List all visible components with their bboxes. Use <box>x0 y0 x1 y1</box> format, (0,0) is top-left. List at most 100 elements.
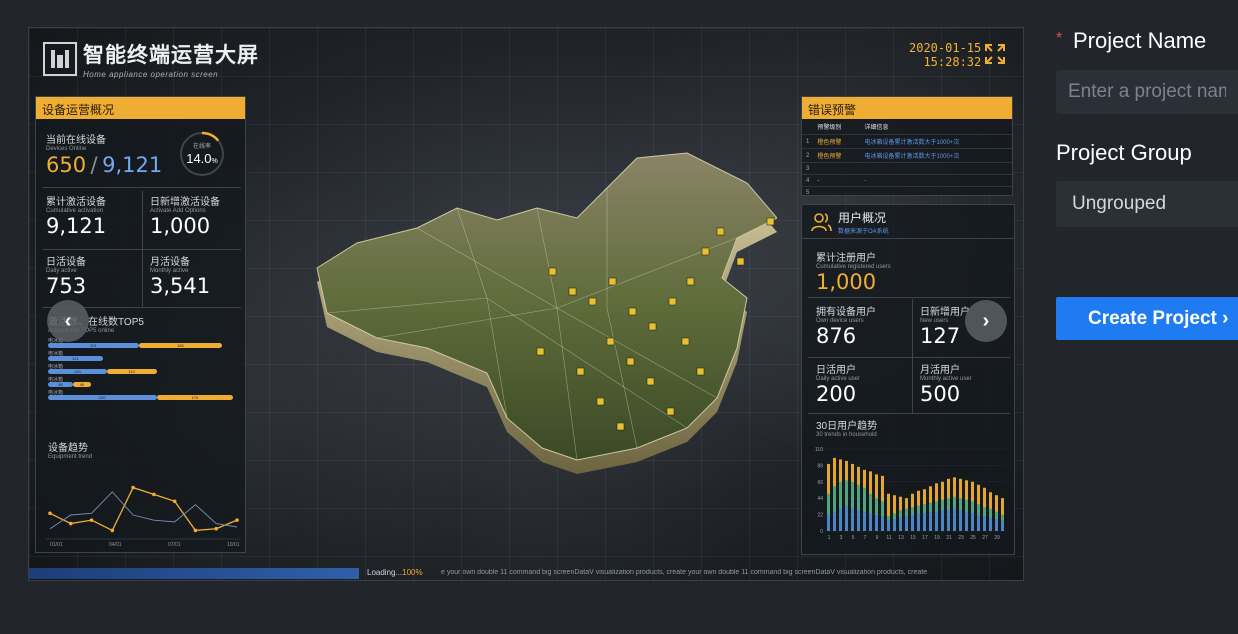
trend-point <box>48 511 52 516</box>
user-chart-ytick: 22 <box>817 513 823 519</box>
user-chart-bar <box>875 498 878 531</box>
divider <box>808 357 1010 358</box>
user-chart-bar <box>845 505 848 531</box>
user-chart-bar <box>863 511 866 531</box>
top5-bar-online: 183 <box>138 343 222 348</box>
error-row-detail: 电冰箱设备累计激活数大于1000+次 <box>860 148 1012 163</box>
loading-progress <box>29 568 359 579</box>
error-row-level <box>813 162 861 175</box>
top5-bar-list: 电冰箱 201 183 电冰箱 121 电冰箱 130 110 电冰箱 55 40 电冰箱 240 170 <box>48 337 238 402</box>
user-chart-xtick: 29 <box>994 535 1000 541</box>
error-row-index: 4 <box>802 174 814 187</box>
registered-users-value: 1,000 <box>816 270 877 294</box>
error-table: 预警级别 详细信息 1 橙色预警 电冰箱设备累计激活数大于1000+次 2 橙色预警 电冰… <box>802 119 1012 199</box>
top5-bar-row: 电冰箱 240 170 <box>48 389 238 400</box>
user-chart-xtick: 13 <box>898 535 904 541</box>
trend-point <box>235 518 239 522</box>
trend-point <box>193 528 198 533</box>
trend-point <box>172 499 177 504</box>
error-row-level: - <box>813 174 861 187</box>
user-chart-bar <box>857 510 860 531</box>
chevron-right-icon: › <box>1222 308 1229 329</box>
divider <box>808 413 1010 414</box>
project-group-select[interactable]: Ungrouped <box>1056 181 1238 227</box>
trend-tick-label: 07/01 <box>168 542 181 547</box>
monthly-active-value: 3,541 <box>150 274 211 298</box>
trend-point <box>152 492 156 497</box>
online-rate-value: 14.0% <box>186 151 218 166</box>
stat-own-device-users: 拥有设备用户 Own device users 876 <box>816 307 876 348</box>
carousel-next-button[interactable]: › <box>965 300 1007 342</box>
user-chart-bar <box>827 493 830 531</box>
create-project-button[interactable]: Create Project › <box>1056 297 1238 340</box>
top5-bar-online: 110 <box>106 369 157 374</box>
trend-point <box>110 528 115 533</box>
error-col-level: 预警级别 <box>817 125 842 131</box>
user-chart-xtick: 11 <box>886 535 891 541</box>
user-chart-bar <box>965 511 968 531</box>
clock-date: 2020-01-15 <box>909 41 982 55</box>
error-row-level: 橙色预警 <box>813 148 861 163</box>
total-value: 9,121 <box>102 153 163 177</box>
user-chart-xtick: 9 <box>876 535 879 541</box>
cumulative-value: 9,121 <box>46 214 107 238</box>
user-chart-bar <box>911 514 914 531</box>
carousel-prev-button[interactable]: ‹ <box>47 300 89 342</box>
error-row-detail <box>860 186 1012 199</box>
top5-bar-name: 电冰箱 <box>48 364 64 370</box>
online-value: 650 <box>46 153 87 177</box>
stat-monthly-active: 月活设备 Monthly active 3,541 <box>150 253 248 309</box>
user-chart-bar <box>851 481 854 531</box>
trend-tick-label: 10/01 <box>227 542 240 547</box>
project-group-label: Project Group <box>1056 140 1192 165</box>
top5-bar-track: 240 170 <box>48 395 238 400</box>
top5-bar-track: 201 183 <box>48 343 238 348</box>
error-row-level <box>813 186 861 199</box>
divider <box>42 307 241 308</box>
create-project-form: * Project Name Project Group Ungrouped C… <box>1056 0 1238 634</box>
error-row: 3 <box>802 162 1012 175</box>
trend-line-series-1 <box>49 486 238 532</box>
error-alert-panel: 错误预警 预警级别 详细信息 1 橙色预警 电冰箱设备累计激活数大于1000+次 2 橙… <box>801 96 1013 199</box>
clock: 2020-01-15 15:28:32 <box>909 41 981 69</box>
top5-bar-row: 电冰箱 121 <box>48 350 238 361</box>
user-chart-xtick: 5 <box>852 535 855 541</box>
stat-monthly-active-users: 月活用户 Monthly active user 500 <box>920 365 972 406</box>
dashboard-brand: 智能终端运营大屏 Home appliance operation screen <box>43 39 259 79</box>
trend-point <box>68 521 73 526</box>
user-chart-bar <box>851 508 854 531</box>
error-row-detail: - <box>860 174 1012 187</box>
error-row-index: 5 <box>802 186 814 199</box>
project-name-input[interactable] <box>1056 70 1238 114</box>
daily-active-users-value: 200 <box>816 382 857 406</box>
top5-bar-activation: 201 <box>48 343 139 348</box>
user-chart-bar <box>917 513 920 531</box>
user-trend-heading: 30日用户趋势 30 trends in household <box>816 421 878 438</box>
dashboard-preview: 智能终端运营大屏 Home appliance operation screen… <box>28 27 1024 581</box>
user-chart-bar <box>899 517 902 531</box>
top5-bar-name: 电冰箱 <box>48 390 64 396</box>
user-chart-xtick: 17 <box>922 535 928 541</box>
trend-point <box>131 485 135 490</box>
trend-tick-label: 04/01 <box>109 542 122 547</box>
monthly-active-users-value: 500 <box>920 382 961 406</box>
logo-icon <box>43 42 77 76</box>
user-overview-panel: 用户概况 数据来源于OA系统 累计注册用户 Cumulative registe… <box>801 204 1015 555</box>
dashboard-title: 智能终端运营大屏 <box>83 44 259 67</box>
error-row-index: 2 <box>802 148 814 163</box>
error-row-detail <box>860 162 1012 175</box>
user-chart-bar <box>887 493 890 531</box>
error-row-level: 橙色预警 <box>813 134 861 149</box>
user-chart-bar <box>893 495 896 531</box>
status-bar: Loading...100% e your own double 11 comm… <box>29 565 1023 580</box>
user-chart-bar <box>935 511 938 531</box>
user-chart-xtick: 7 <box>864 535 867 541</box>
top5-bar-track: 55 40 <box>48 382 238 387</box>
fullscreen-icon[interactable] <box>984 43 1006 65</box>
user-chart-xtick: 15 <box>910 535 916 541</box>
user-chart-bar <box>959 510 962 531</box>
clock-time: 15:28:32 <box>923 55 982 69</box>
user-chart-bar <box>905 516 908 531</box>
user-chart-bar <box>839 508 842 531</box>
user-chart-bar <box>923 513 926 531</box>
